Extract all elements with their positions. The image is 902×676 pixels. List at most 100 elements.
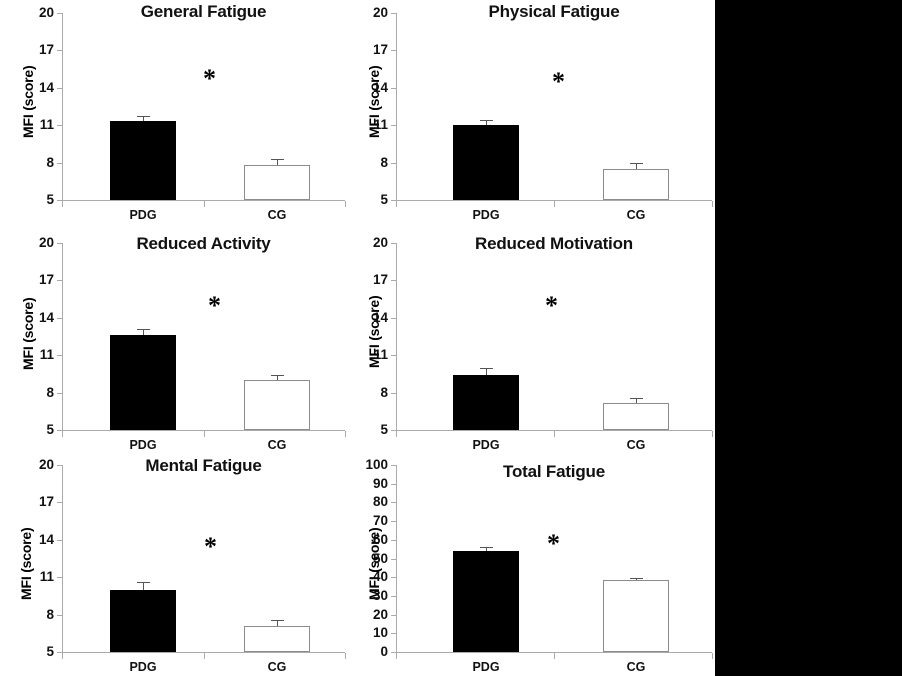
error-bar (486, 547, 487, 551)
y-tick-label: 90 (372, 476, 388, 491)
y-tick-label: 20 (372, 607, 388, 622)
y-tick-mark (57, 50, 63, 51)
y-tick-mark (391, 200, 397, 201)
y-tick-mark (57, 615, 63, 616)
y-tick-label: 5 (46, 644, 54, 659)
error-bar (143, 116, 144, 121)
y-tick-mark (57, 13, 63, 14)
x-tick-mark (554, 431, 555, 437)
y-tick-mark (391, 163, 397, 164)
x-tick-mark (396, 201, 397, 207)
y-tick-mark (57, 318, 63, 319)
chart-panel: General Fatigue MFI (score) 5 8 11 14 17 20 PDG C… (20, 2, 346, 222)
y-tick-label: 11 (39, 117, 54, 132)
error-bar-cap (137, 582, 150, 583)
chart-title: Reduced Motivation (475, 234, 633, 253)
x-tick-label: PDG (472, 438, 500, 452)
x-tick-label: CG (267, 660, 287, 674)
error-bar-cap (480, 120, 493, 121)
error-bar-cap (480, 368, 493, 369)
y-tick-mark (57, 200, 63, 201)
y-tick-mark (57, 465, 63, 466)
y-tick-mark (391, 393, 397, 394)
x-tick-label: PDG (129, 208, 157, 222)
y-tick-label: 17 (38, 42, 54, 57)
y-tick-label: 20 (372, 235, 388, 250)
error-bar (636, 398, 637, 403)
bar-cg (603, 403, 669, 430)
y-tick-mark (391, 615, 397, 616)
y-tick-mark (57, 393, 63, 394)
bar-cg (603, 580, 669, 652)
x-tick-mark (396, 653, 397, 659)
chart-title: Total Fatigue (503, 462, 605, 481)
y-tick-label: 11 (373, 347, 388, 362)
y-tick-mark (391, 577, 397, 578)
y-tick-mark (391, 465, 397, 466)
x-tick-mark (345, 431, 346, 437)
x-tick-label: CG (267, 438, 287, 452)
chart-title: General Fatigue (140, 2, 267, 21)
x-tick-mark (712, 201, 713, 207)
y-tick-mark (391, 652, 397, 653)
y-tick-label: 30 (372, 588, 388, 603)
x-tick-mark (554, 201, 555, 207)
chart-title: Mental Fatigue (145, 456, 262, 475)
significance-asterisk: * (203, 64, 216, 93)
error-bar-cap (630, 163, 643, 164)
y-tick-mark (57, 502, 63, 503)
y-tick-label: 5 (46, 422, 54, 437)
significance-asterisk: * (208, 291, 221, 320)
chart-panel: Reduced Activity MFI (score) 5 8 11 14 17 20 PDG… (20, 234, 346, 452)
error-bar (277, 620, 278, 626)
error-bar (636, 163, 637, 169)
y-tick-label: 17 (38, 272, 54, 287)
x-axis-line (396, 200, 712, 201)
x-axis-line (396, 430, 712, 431)
y-axis-line (62, 243, 63, 431)
y-tick-label: 14 (38, 80, 54, 95)
y-tick-label: 8 (46, 385, 54, 400)
y-tick-label: 8 (380, 385, 388, 400)
y-tick-label: 11 (39, 569, 54, 584)
x-axis-line (62, 430, 345, 431)
y-tick-mark (391, 502, 397, 503)
y-tick-label: 14 (372, 310, 388, 325)
chart-panel: Mental Fatigue MFI (score) 5 8 11 14 17 20 PDG CG… (18, 456, 346, 674)
y-tick-label: 8 (46, 155, 54, 170)
y-tick-label: 20 (372, 5, 388, 20)
y-tick-mark (391, 633, 397, 634)
error-bar-cap (271, 375, 284, 376)
x-tick-label: PDG (472, 208, 500, 222)
error-bar-cap (137, 116, 150, 117)
chart-title: Physical Fatigue (488, 2, 620, 21)
x-tick-mark (62, 201, 63, 207)
x-tick-mark (712, 431, 713, 437)
y-tick-label: 20 (38, 5, 54, 20)
y-tick-label: 14 (38, 532, 54, 547)
x-tick-mark (554, 653, 555, 659)
chart-panel: Total Fatigue MFI (score) 0 10 20 30 40 50 60 70 8… (365, 457, 713, 674)
x-tick-label: PDG (129, 660, 157, 674)
x-axis-line (62, 200, 345, 201)
y-tick-mark (391, 540, 397, 541)
x-tick-mark (345, 201, 346, 207)
y-tick-label: 100 (365, 457, 388, 472)
chart-panel: Reduced Motivation MFI (score) 5 8 11 14 17 20 P… (366, 234, 713, 452)
y-tick-mark (391, 355, 397, 356)
y-tick-label: 10 (372, 625, 388, 640)
error-bar (143, 329, 144, 335)
bar-pdg (453, 375, 519, 430)
y-tick-label: 70 (372, 513, 388, 528)
x-tick-label: PDG (472, 660, 500, 674)
y-tick-label: 60 (372, 532, 388, 547)
y-axis-line (396, 243, 397, 431)
x-tick-label: PDG (129, 438, 157, 452)
y-axis-line (62, 13, 63, 201)
bar-pdg (453, 551, 519, 652)
y-tick-mark (391, 559, 397, 560)
y-tick-label: 8 (46, 607, 54, 622)
x-tick-mark (396, 431, 397, 437)
y-tick-mark (391, 596, 397, 597)
y-tick-mark (391, 484, 397, 485)
